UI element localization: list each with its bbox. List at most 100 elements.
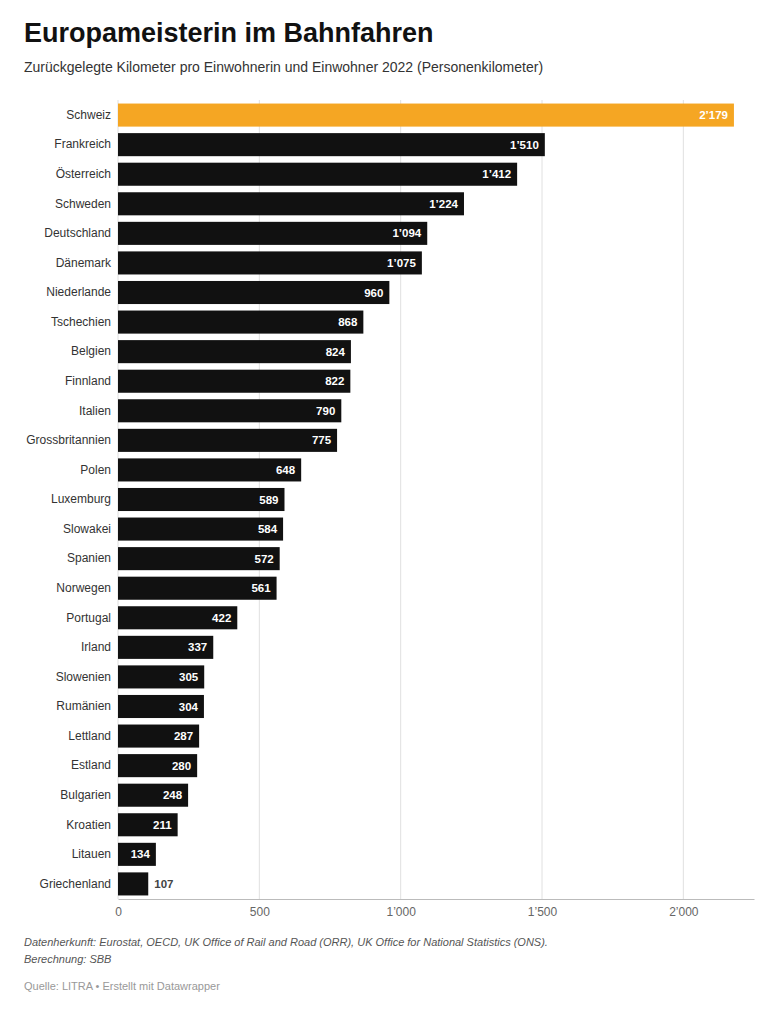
- category-label: Bulgarien: [60, 788, 111, 802]
- tick: Grossbritannien: [26, 433, 118, 447]
- tick: Litauen: [72, 847, 118, 861]
- bar: [118, 370, 350, 393]
- subtitle: Zurückgelegte Kilometer pro Einwohnerin …: [24, 59, 543, 75]
- bar: [118, 104, 734, 127]
- tick: Schweiz: [66, 108, 118, 122]
- data-label: 134: [131, 848, 151, 860]
- data-label: 305: [179, 671, 199, 683]
- tick: Italien: [79, 404, 118, 418]
- value-axis: 0 500 1’000 1’500 2’000: [115, 899, 754, 919]
- bar: [118, 754, 197, 777]
- data-label: 648: [276, 464, 296, 476]
- tick: 2’000: [669, 899, 699, 919]
- bar: [118, 340, 351, 363]
- tick: Schweden: [55, 197, 118, 211]
- bar: [118, 133, 545, 156]
- bar: [118, 429, 337, 452]
- category-label: Schweden: [55, 197, 111, 211]
- category-label: Kroatien: [66, 818, 111, 832]
- tick: Deutschland: [44, 226, 118, 240]
- bar: [118, 784, 188, 807]
- data-label: 775: [312, 434, 332, 446]
- category-label: Finnland: [65, 374, 111, 388]
- bar: [118, 518, 283, 541]
- tick: Luxemburg: [51, 492, 118, 506]
- tick: Belgien: [71, 344, 118, 358]
- category-label: Lettland: [68, 729, 111, 743]
- bars: [118, 104, 734, 896]
- footnote: Berechnung: SBB: [24, 953, 111, 965]
- bar: [118, 695, 204, 718]
- data-label: 824: [326, 346, 346, 358]
- data-label: 589: [259, 494, 278, 506]
- category-label: Luxemburg: [51, 492, 111, 506]
- tick-label: 1’000: [386, 905, 416, 919]
- data-label: 1’412: [482, 168, 511, 180]
- category-label: Frankreich: [54, 137, 111, 151]
- category-label: Litauen: [72, 847, 111, 861]
- category-label: Dänemark: [56, 256, 112, 270]
- bar: [118, 872, 148, 895]
- tick: 0: [115, 899, 122, 919]
- bar: [118, 606, 237, 629]
- category-label: Grossbritannien: [26, 433, 111, 447]
- tick: Niederlande: [46, 285, 118, 299]
- tick-label: 1’500: [528, 905, 558, 919]
- footnote: Datenherkunft: Eurostat, OECD, UK Office…: [24, 936, 548, 948]
- category-label: Slowakei: [63, 522, 111, 536]
- data-label: 1’510: [510, 139, 539, 151]
- tick: 500: [250, 899, 270, 919]
- tick: Norwegen: [56, 581, 118, 595]
- axis-line: [119, 899, 755, 900]
- category-label: Irland: [81, 640, 111, 654]
- tick: Slowenien: [56, 670, 118, 684]
- category-label: Belgien: [71, 344, 111, 358]
- bar: [118, 311, 363, 334]
- bar: [118, 192, 464, 215]
- tick: 1’000: [386, 899, 416, 919]
- tick: Estland: [71, 758, 118, 772]
- tick: Frankreich: [54, 137, 118, 151]
- data-label: 822: [325, 375, 344, 387]
- data-label: 337: [188, 641, 207, 653]
- category-axis: Schweiz Frankreich Österreich Schweden Deuts…: [26, 108, 118, 891]
- tick: Österreich: [56, 167, 118, 181]
- bar: [118, 488, 284, 511]
- data-label: 107: [154, 878, 173, 890]
- data-labels: 2’1791’5101’4121’2241’0941’0759608688248…: [131, 109, 728, 890]
- tick: Slowakei: [63, 522, 118, 536]
- bar: [118, 399, 341, 422]
- bar: [118, 725, 199, 748]
- bar: [118, 813, 178, 836]
- plot: 0 500 1’000 1’500 2’000 Schweiz Frankreich Öste…: [26, 100, 754, 919]
- category-label: Deutschland: [44, 226, 111, 240]
- category-label: Portugal: [66, 611, 111, 625]
- bar: [118, 458, 301, 481]
- bar: [118, 547, 280, 570]
- tick: Dänemark: [56, 256, 118, 270]
- grid: [118, 100, 683, 899]
- tick-label: 0: [115, 905, 122, 919]
- tick: Lettland: [68, 729, 118, 743]
- bar: [118, 251, 422, 274]
- tick-label: 2’000: [669, 905, 699, 919]
- tick: Bulgarien: [60, 788, 118, 802]
- data-label: 790: [316, 405, 335, 417]
- grid-line: [683, 100, 684, 899]
- category-label: Niederlande: [46, 285, 111, 299]
- category-label: Österreich: [56, 167, 111, 181]
- source: Quelle: LITRA • Erstellt mit Datawrapper: [24, 980, 220, 992]
- tick: Polen: [80, 463, 118, 477]
- tick: Tschechien: [51, 315, 118, 329]
- bar: [118, 281, 389, 304]
- grid-line: [542, 100, 543, 899]
- category-label: Estland: [71, 758, 111, 772]
- data-label: 287: [174, 730, 193, 742]
- category-label: Slowenien: [56, 670, 111, 684]
- bar: [118, 577, 277, 600]
- category-label: Norwegen: [56, 581, 111, 595]
- category-label: Tschechien: [51, 315, 111, 329]
- data-label: 584: [258, 523, 278, 535]
- data-label: 304: [179, 701, 199, 713]
- category-label: Polen: [80, 463, 111, 477]
